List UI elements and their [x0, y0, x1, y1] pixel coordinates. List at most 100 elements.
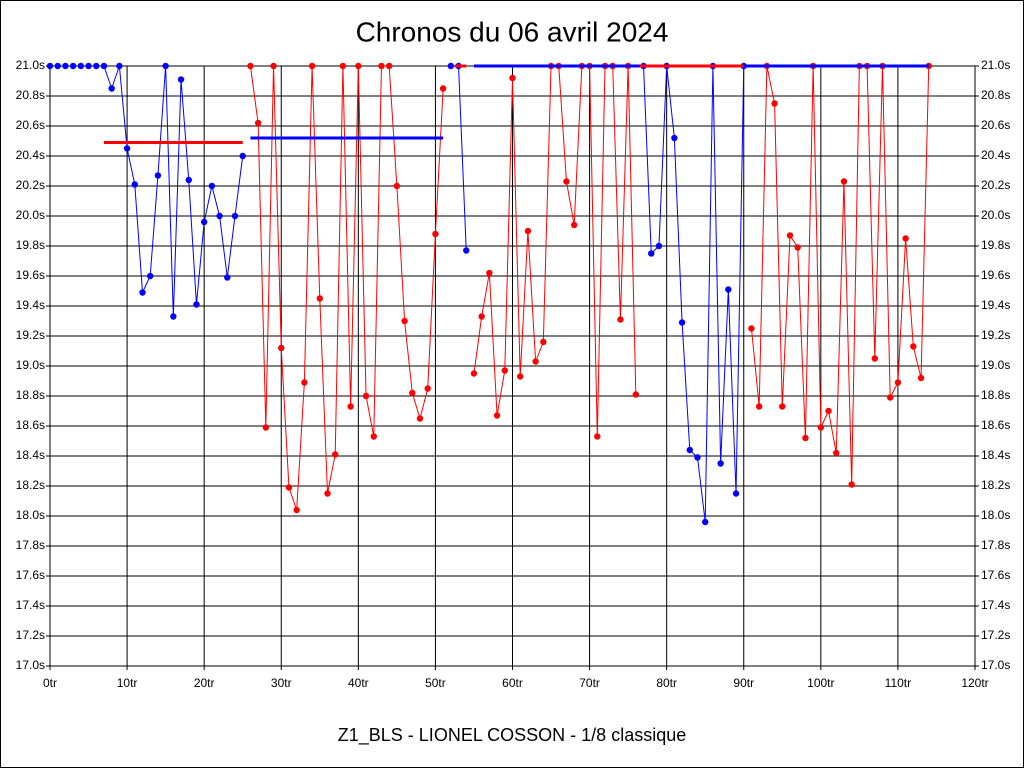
y2-tick-label: 19.4s: [981, 298, 1010, 312]
data-point: [154, 172, 162, 179]
data-point: [894, 379, 902, 386]
data-point: [594, 433, 601, 440]
data-point: [62, 62, 69, 70]
x-tick-label: 20tr: [194, 676, 215, 690]
data-point: [732, 490, 740, 497]
data-point: [362, 392, 370, 400]
data-point: [100, 62, 108, 70]
data-point: [131, 181, 138, 188]
data-point: [293, 506, 300, 514]
data-point: [902, 235, 909, 242]
data-point: [755, 403, 763, 410]
y-tick-label: 17.4s: [16, 598, 45, 612]
data-point: [439, 85, 447, 92]
y2-tick-label: 18.8s: [981, 388, 1010, 402]
y-tick-label: 19.4s: [16, 298, 45, 312]
data-point: [717, 460, 724, 467]
data-point: [501, 367, 508, 374]
data-point: [208, 182, 216, 190]
data-point: [825, 407, 832, 415]
data-point: [247, 62, 254, 70]
data-point: [493, 412, 501, 419]
y-tick-label: 18.2s: [16, 478, 45, 492]
y2-tick-label: 20.0s: [981, 208, 1010, 222]
data-point: [570, 221, 578, 229]
data-point: [162, 62, 169, 70]
y2-tick-label: 20.4s: [981, 148, 1010, 162]
data-point: [370, 433, 377, 440]
data-point: [486, 269, 493, 277]
data-point: [771, 100, 778, 107]
data-point: [917, 374, 925, 382]
data-point: [678, 319, 686, 326]
data-point: [463, 247, 470, 254]
y-tick-label: 17.0s: [16, 658, 45, 672]
y-tick-label: 19.6s: [16, 268, 45, 282]
data-point: [424, 385, 431, 392]
data-point: [200, 218, 208, 226]
data-point: [563, 178, 570, 185]
y-tick-label: 17.8s: [16, 538, 45, 552]
data-point: [77, 62, 85, 70]
y2-tick-label: 18.0s: [981, 508, 1010, 522]
data-point: [69, 62, 77, 70]
x-tick-label: 0tr: [43, 676, 57, 690]
data-point: [316, 295, 323, 302]
y-tick-label: 20.6s: [16, 118, 45, 132]
data-point: [278, 344, 285, 352]
y2-tick-label: 20.2s: [981, 178, 1010, 192]
data-point: [470, 370, 478, 377]
data-point: [308, 62, 316, 70]
y-tick-label: 20.4s: [16, 148, 45, 162]
y-tick-label: 20.2s: [16, 178, 45, 192]
data-point: [216, 212, 223, 220]
data-point: [748, 325, 755, 332]
data-point: [802, 434, 809, 442]
y2-tick-label: 17.0s: [981, 658, 1010, 672]
data-point: [848, 481, 855, 488]
data-point: [401, 317, 408, 325]
x-tick-label: 70tr: [579, 676, 600, 690]
data-point: [54, 62, 61, 70]
data-point: [725, 286, 732, 293]
x-tick-label: 30tr: [271, 676, 292, 690]
y-tick-label: 19.2s: [16, 328, 45, 342]
data-point: [409, 389, 416, 397]
chart-title: Chronos du 06 avril 2024: [356, 16, 669, 47]
data-point: [655, 242, 663, 250]
data-point: [416, 415, 424, 422]
data-point: [817, 424, 825, 431]
y-tick-label: 19.8s: [16, 238, 45, 252]
y2-tick-label: 17.2s: [981, 628, 1010, 642]
data-point: [355, 62, 362, 70]
data-point: [147, 272, 154, 280]
y2-tick-label: 19.8s: [981, 238, 1010, 252]
y-tick-label: 17.2s: [16, 628, 45, 642]
y2-tick-label: 20.6s: [981, 118, 1010, 132]
data-point: [123, 145, 131, 152]
data-point: [193, 301, 200, 308]
data-point: [887, 394, 894, 401]
data-point: [332, 451, 339, 458]
x-tick-label: 120tr: [961, 676, 988, 690]
data-point: [177, 76, 185, 83]
y2-tick-label: 17.4s: [981, 598, 1010, 612]
x-tick-label: 10tr: [117, 676, 138, 690]
data-point: [532, 358, 539, 365]
x-tick-label: 90tr: [733, 676, 754, 690]
series-line: [249, 65, 444, 511]
data-point: [231, 212, 239, 220]
data-point: [378, 62, 385, 70]
data-point: [910, 343, 917, 350]
data-point: [116, 62, 123, 70]
y2-tick-label: 19.2s: [981, 328, 1010, 342]
y-tick-label: 18.4s: [16, 448, 45, 462]
data-point: [833, 449, 840, 457]
y-tick-label: 18.8s: [16, 388, 45, 402]
y2-tick-label: 21.0s: [981, 58, 1010, 72]
y-tick-label: 20.8s: [16, 88, 45, 102]
data-point: [224, 274, 231, 281]
data-point: [262, 424, 270, 431]
data-point: [509, 74, 516, 82]
